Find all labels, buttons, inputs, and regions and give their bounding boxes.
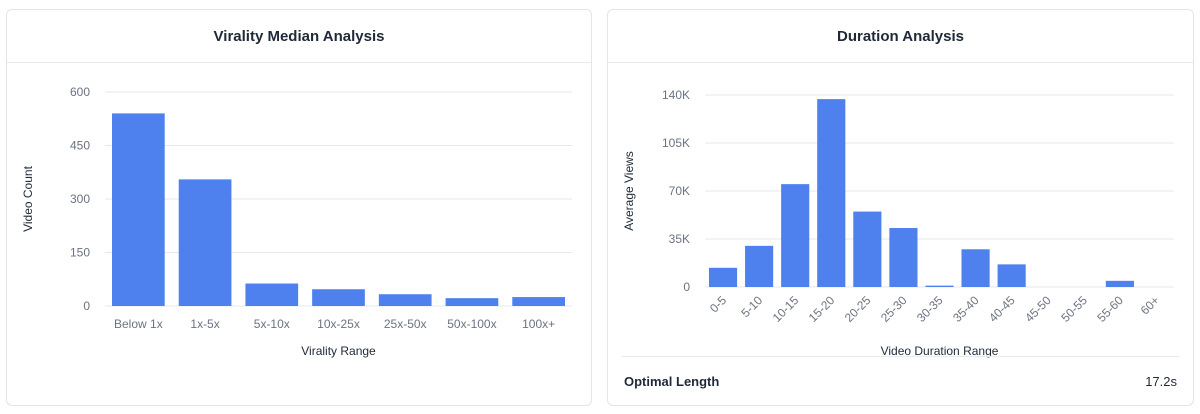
virality-chart-title: Virality Median Analysis [213,27,385,45]
bar [312,289,365,306]
x-tick-label: 45-50 [1022,293,1054,325]
x-axis-title: Video Duration Range [881,344,999,358]
x-tick-label: 5x-10x [254,317,290,331]
bar [512,297,565,306]
virality-card-header: Virality Median Analysis [7,10,591,63]
x-tick-label: 0-5 [707,293,729,315]
bar [745,245,774,287]
x-tick-label: 20-25 [842,293,874,325]
x-tick-label: 25x-50x [384,317,427,331]
duration-chart-title: Duration Analysis [837,27,964,45]
virality-card: Virality Median Analysis 0 150 300 450 600 Be… [6,9,592,406]
bar [781,184,810,287]
x-tick-label: 50x-100x [447,317,496,331]
optimal-length-row: Optimal Length 17.2s [622,356,1179,405]
virality-bar-chart: 0 150 300 450 600 Below 1x 1x-5x 5x-10x 10x-25x 2… [21,85,572,358]
bar [925,285,954,287]
x-tick-label: 10x-25x [317,317,360,331]
x-tick-label: 5-10 [738,293,765,320]
x-tick-label: 35-40 [950,293,982,325]
x-tick-label: 10-15 [770,293,802,325]
y-tick-label: 35K [669,232,690,246]
y-tick-label: 150 [70,246,90,260]
y-tick-label: 600 [70,85,90,99]
x-tick-label: 40-45 [986,293,1018,325]
bar [889,228,918,287]
x-tick-label: 1x-5x [190,317,219,331]
x-tick-label: 100x+ [522,317,555,331]
bar [853,211,882,287]
bar [961,249,990,287]
y-axis-title: Average Views [622,151,636,231]
duration-card: Duration Analysis 0 35K 70K 105K 140K 0-5 5-10… [607,9,1194,406]
bar [112,113,165,307]
bar [245,283,299,306]
duration-bar-chart: 0 35K 70K 105K 140K 0-5 5-10 10-15 15-20 20-25 25-… [622,88,1174,358]
bar [997,264,1026,287]
bar [708,267,738,287]
bar [445,298,499,306]
y-tick-label: 0 [683,280,690,294]
y-tick-label: 105K [662,136,690,150]
y-tick-label: 140K [662,88,690,102]
bar [378,294,432,306]
bar [1105,280,1134,287]
y-tick-label: 70K [669,184,690,198]
y-tick-label: 450 [70,139,90,153]
x-axis-title: Virality Range [301,344,376,358]
x-tick-label: 15-20 [806,293,838,325]
x-tick-label: 50-55 [1058,293,1090,325]
x-tick-label: 60+ [1138,293,1162,317]
x-tick-label: 25-30 [878,293,910,325]
y-axis-title: Video Count [21,165,35,231]
y-tick-label: 0 [83,299,90,313]
bar [178,179,232,306]
optimal-length-value: 17.2s [1145,373,1177,389]
bar [817,99,846,287]
optimal-length-label: Optimal Length [624,373,720,389]
x-tick-label: 30-35 [914,293,946,325]
y-tick-label: 300 [70,192,90,206]
duration-card-header: Duration Analysis [608,10,1193,63]
x-tick-label: Below 1x [114,317,163,331]
x-tick-label: 55-60 [1094,293,1126,325]
